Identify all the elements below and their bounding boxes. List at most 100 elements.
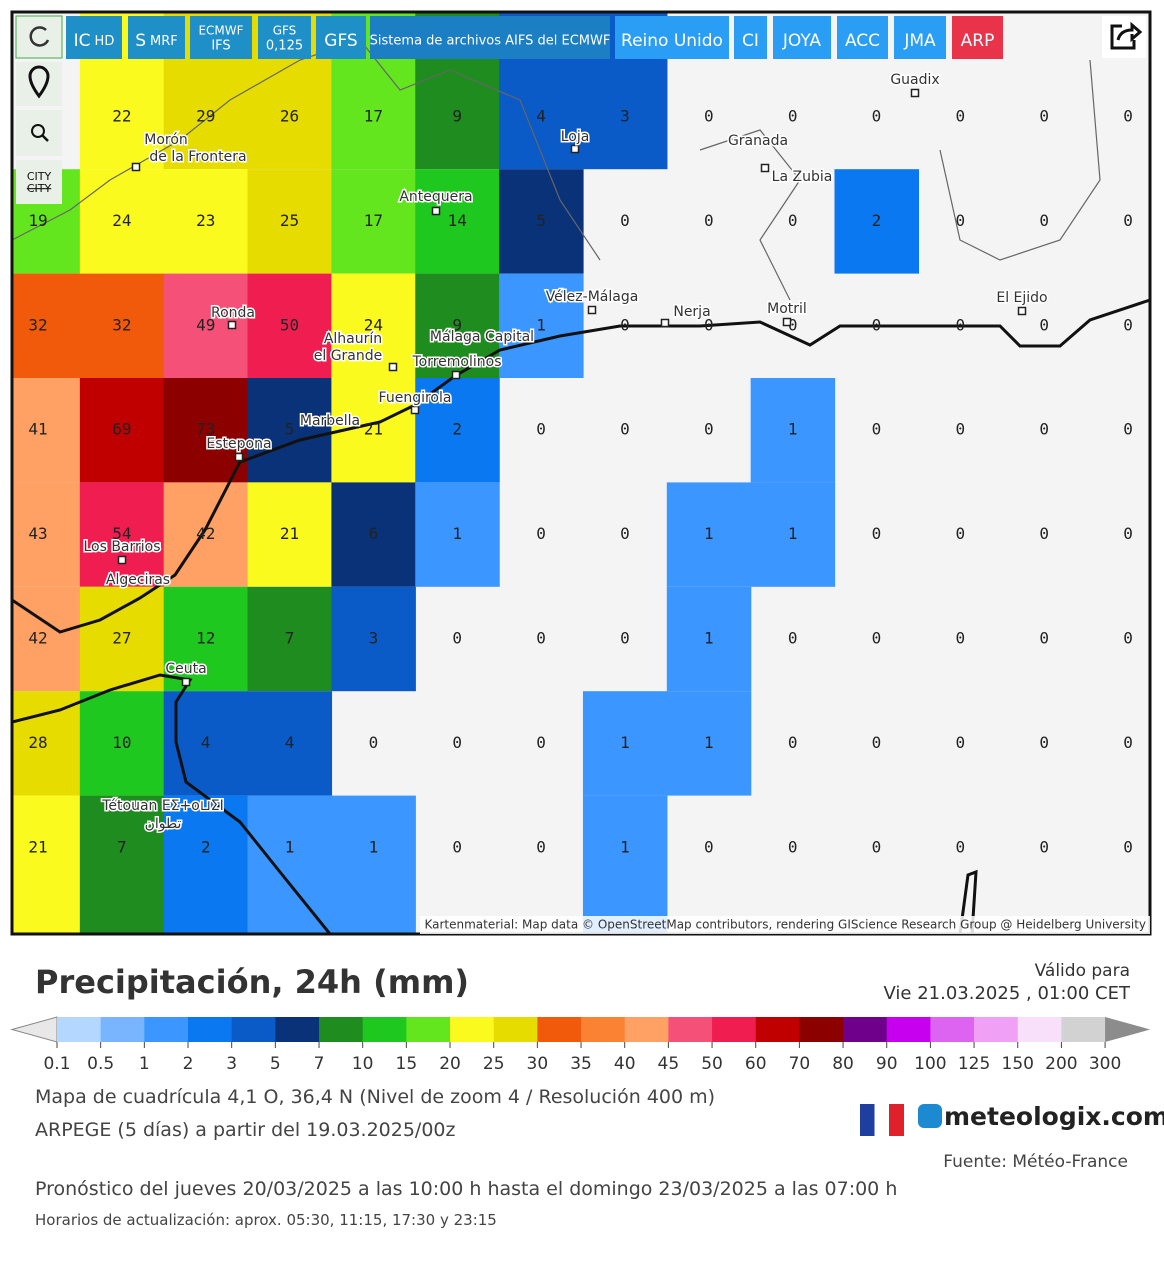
place-label: el Grande <box>314 348 383 364</box>
grid-value: 50 <box>280 315 299 334</box>
model-button[interactable] <box>952 16 1003 59</box>
legend-tick-label: 150 <box>1002 1054 1034 1074</box>
precip-cell <box>666 586 752 692</box>
model-button[interactable] <box>128 16 185 59</box>
city-button[interactable] <box>16 160 62 204</box>
zoom-button[interactable] <box>16 110 62 156</box>
legend-title: Precipitación, 24h (mm) <box>35 963 470 1001</box>
button-label: ARP <box>961 31 995 51</box>
grid-value: 0 <box>956 629 966 648</box>
model-button[interactable] <box>258 16 311 59</box>
button-label: GFS <box>273 24 297 38</box>
legend-tick-label: 40 <box>614 1054 636 1074</box>
precip-cell <box>750 482 836 587</box>
grid-value: 1 <box>369 837 379 856</box>
precip-cell <box>247 795 333 934</box>
legend-swatch <box>799 1017 844 1042</box>
grid-value: 0 <box>956 837 966 856</box>
share-button[interactable] <box>1102 16 1146 58</box>
place-label: تطوان <box>145 816 182 832</box>
side-buttons: CITY CITY <box>15 15 1146 204</box>
grid-value: 43 <box>28 524 47 543</box>
model-button[interactable] <box>773 16 831 59</box>
grid-value: 26 <box>280 107 299 126</box>
grid-value: 0 <box>536 420 546 439</box>
legend-swatch <box>57 1017 102 1042</box>
grid-value: 1 <box>285 837 295 856</box>
grid-value: 3 <box>620 107 630 126</box>
grid-value: 0 <box>1039 733 1049 752</box>
legend-swatch <box>886 1017 931 1042</box>
grid-value: 6 <box>369 524 379 543</box>
grid-value: 24 <box>112 211 131 230</box>
model-button[interactable] <box>316 16 366 59</box>
grid-value: 17 <box>364 107 383 126</box>
legend-swatch <box>624 1017 669 1042</box>
location-button[interactable] <box>16 62 62 106</box>
precip-cell <box>163 169 249 274</box>
grid-value: 2 <box>872 211 882 230</box>
model-button[interactable] <box>66 16 122 59</box>
grid-value: 0 <box>704 837 714 856</box>
model-button[interactable] <box>894 16 946 59</box>
grid-value: 9 <box>452 315 462 334</box>
grid-value: 0 <box>1123 629 1133 648</box>
legend-tick-label: 7 <box>314 1054 325 1074</box>
grid-value: 32 <box>28 315 47 334</box>
grid-value: 0 <box>620 629 630 648</box>
button-label: JMA <box>903 31 936 51</box>
city-label: CITY <box>27 170 52 183</box>
place-marker <box>410 405 420 415</box>
grid-value: 0 <box>369 733 379 752</box>
button-sub: 0,125 <box>266 39 303 54</box>
button-label: Reino Unido <box>621 31 723 51</box>
precip-cell <box>247 378 333 483</box>
grid-value: 2 <box>452 420 462 439</box>
grid-value: 1 <box>788 420 798 439</box>
legend-tick-label: 90 <box>876 1054 898 1074</box>
precip-cell <box>247 169 333 274</box>
legend-tick-label: 50 <box>701 1054 723 1074</box>
grid-value: 24 <box>364 315 383 334</box>
model-button[interactable] <box>837 16 888 59</box>
model-button[interactable] <box>190 16 252 59</box>
grid-value: 49 <box>196 315 215 334</box>
place-marker <box>181 677 191 687</box>
model-button[interactable] <box>370 16 610 59</box>
place-label: Morón <box>144 132 188 148</box>
precip-cell <box>79 169 165 274</box>
place-marker <box>431 206 441 216</box>
logo-icon <box>918 1104 942 1128</box>
grid-value: 4 <box>285 733 295 752</box>
flag-icon <box>860 1104 904 1136</box>
legend-tick-label: 1 <box>139 1054 150 1074</box>
model-button[interactable] <box>615 16 729 59</box>
legend-tick-label: 25 <box>483 1054 505 1074</box>
legend-tick-label: 30 <box>527 1054 549 1074</box>
button-label: S MRF <box>135 31 178 51</box>
legend-swatch <box>974 1017 1019 1042</box>
grid-value: 0 <box>1123 315 1133 334</box>
grid-info: Mapa de cuadrícula 4,1 O, 36,4 N (Nivel … <box>35 1086 716 1108</box>
place-marker <box>910 88 920 98</box>
refresh-button[interactable] <box>15 15 63 59</box>
precip-cell <box>12 273 81 378</box>
place-label: Estepona <box>206 436 271 452</box>
grid-value: 0 <box>872 107 882 126</box>
legend-swatch <box>319 1017 364 1042</box>
legend-swatch <box>930 1017 975 1042</box>
coastline <box>12 39 1150 934</box>
place-label: Torremolinos <box>411 354 501 370</box>
grid-value: 0 <box>704 420 714 439</box>
grid-value: 0 <box>872 733 882 752</box>
legend-swatch <box>144 1017 189 1042</box>
model-button[interactable] <box>734 16 767 59</box>
legend-swatch <box>755 1017 800 1042</box>
legend-swatch <box>1061 1017 1106 1042</box>
grid-value: 1 <box>704 629 714 648</box>
place-marker <box>227 320 237 330</box>
button-label: IC HD <box>74 31 115 51</box>
place-label: Vélez-Málaga <box>546 289 639 305</box>
grid-value: 14 <box>448 211 467 230</box>
legend-tick-label: 200 <box>1045 1054 1077 1074</box>
